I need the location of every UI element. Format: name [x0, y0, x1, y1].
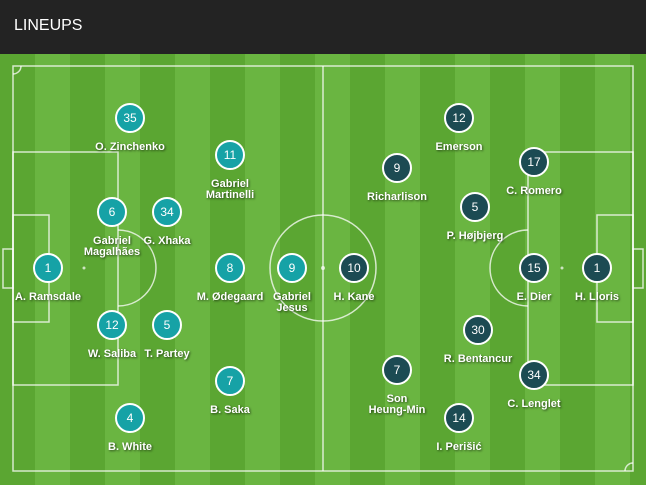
shirt-number-badge: 12: [444, 103, 474, 133]
shirt-number-badge: 34: [519, 360, 549, 390]
player-away[interactable]: 1 H. Lloris: [537, 253, 646, 303]
player-name: Son Heung-Min: [368, 393, 426, 416]
player-home[interactable]: 9 Gabriel Jesus: [232, 253, 352, 314]
player-name: C. Romero: [506, 185, 562, 197]
shirt-number-badge: 14: [444, 403, 474, 433]
player-name: W. Saliba: [87, 348, 137, 360]
player-home[interactable]: 12 W. Saliba: [52, 310, 172, 360]
player-home[interactable]: 11 Gabriel Martinelli: [170, 140, 290, 201]
player-away[interactable]: 12 Emerson: [399, 103, 519, 153]
shirt-number-badge: 8: [215, 253, 245, 283]
player-name: I. Perišić: [436, 441, 482, 453]
player-name: B. White: [108, 441, 152, 453]
player-name: C. Lenglet: [507, 398, 561, 410]
shirt-number-badge: 12: [97, 310, 127, 340]
shirt-number-badge: 6: [97, 197, 127, 227]
player-away[interactable]: 17 C. Romero: [474, 147, 594, 197]
player-name: H. Kane: [333, 291, 375, 303]
player-away[interactable]: 7 Son Heung-Min: [337, 355, 457, 416]
shirt-number-badge: 1: [33, 253, 63, 283]
shirt-number-badge: 4: [115, 403, 145, 433]
shirt-number-badge: 5: [152, 310, 182, 340]
shirt-number-badge: 1: [582, 253, 612, 283]
shirt-number-badge: 17: [519, 147, 549, 177]
player-home[interactable]: 7 B. Saka: [170, 366, 290, 416]
player-home[interactable]: 8 M. Ødegaard: [170, 253, 290, 303]
shirt-number-badge: 7: [215, 366, 245, 396]
player-name: E. Dier: [516, 291, 552, 303]
player-name: Emerson: [435, 141, 483, 153]
shirt-number-badge: 30: [463, 315, 493, 345]
player-away[interactable]: 15 E. Dier: [474, 253, 594, 303]
shirt-number-badge: 9: [277, 253, 307, 283]
player-name: Gabriel Martinelli: [205, 178, 255, 201]
player-away[interactable]: 34 C. Lenglet: [474, 360, 594, 410]
player-name: Gabriel Jesus: [273, 291, 311, 314]
shirt-number-badge: 34: [152, 197, 182, 227]
player-name: H. Lloris: [574, 291, 619, 303]
lineups-header: LINEUPS: [0, 0, 646, 54]
player-name: G. Xhaka: [143, 235, 191, 247]
player-name: O. Zinchenko: [95, 141, 165, 153]
player-home[interactable]: 35 O. Zinchenko: [70, 103, 190, 153]
player-home[interactable]: 1 A. Ramsdale: [0, 253, 108, 303]
player-away[interactable]: 14 I. Perišić: [399, 403, 519, 453]
player-away[interactable]: 9 Richarlison: [337, 153, 457, 203]
shirt-number-badge: 9: [382, 153, 412, 183]
player-name: B. Saka: [210, 404, 250, 416]
header-title: LINEUPS: [14, 17, 83, 34]
shirt-number-badge: 35: [115, 103, 145, 133]
shirt-number-badge: 11: [215, 140, 245, 170]
player-home[interactable]: 34 G. Xhaka: [107, 197, 227, 247]
player-name: A. Ramsdale: [14, 291, 82, 303]
player-name: Richarlison: [367, 191, 427, 203]
pitch: 1 A. Ramsdale 35 O. Zinchenko 11 Gabriel Mart…: [0, 54, 646, 485]
shirt-number-badge: 10: [339, 253, 369, 283]
player-home[interactable]: 4 B. White: [70, 403, 190, 453]
player-away[interactable]: 30 R. Bentancur: [418, 315, 538, 365]
player-name: Gabriel Magalhães: [83, 235, 141, 258]
shirt-number-badge: 5: [460, 192, 490, 222]
player-away[interactable]: 10 H. Kane: [294, 253, 414, 303]
shirt-number-badge: 7: [382, 355, 412, 385]
player-home[interactable]: 6 Gabriel Magalhães: [52, 197, 172, 258]
player-name: P. Højbjerg: [446, 230, 504, 242]
player-name: T. Partey: [144, 348, 190, 360]
player-home[interactable]: 5 T. Partey: [107, 310, 227, 360]
player-name: M. Ødegaard: [196, 291, 264, 303]
player-name: R. Bentancur: [443, 353, 513, 365]
player-away[interactable]: 5 P. Højbjerg: [415, 192, 535, 242]
shirt-number-badge: 15: [519, 253, 549, 283]
